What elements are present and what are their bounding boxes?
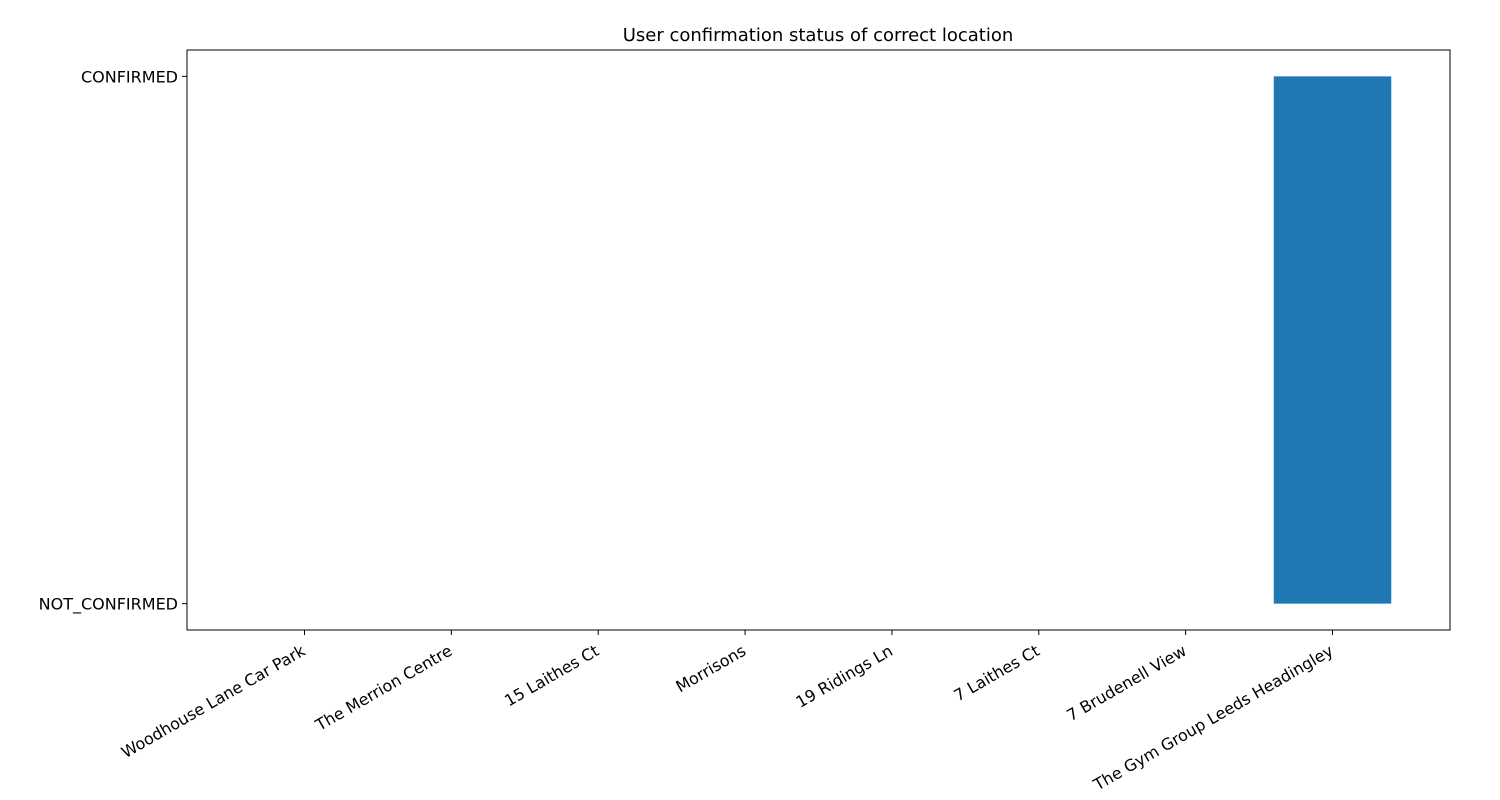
x-axis: Woodhouse Lane Car Park The Merrion Centr… xyxy=(118,630,1337,795)
bar xyxy=(1273,76,1392,604)
x-tick-label: 7 Brudenell View xyxy=(1063,641,1189,725)
y-tick-label: NOT_CONFIRMED xyxy=(39,595,178,615)
x-tick-label: 7 Laithes Ct xyxy=(951,641,1043,705)
bars-group xyxy=(1273,76,1392,604)
x-tick-label: 15 Laithes Ct xyxy=(501,641,602,710)
chart-title: User confirmation status of correct loca… xyxy=(623,25,1014,46)
x-tick-label: Woodhouse Lane Car Park xyxy=(118,641,309,762)
y-tick-label: CONFIRMED xyxy=(81,67,178,86)
x-tick-label: The Gym Group Leeds Headingley xyxy=(1089,641,1336,795)
x-tick-label: The Merrion Centre xyxy=(311,641,455,735)
y-axis: NOT_CONFIRMED CONFIRMED xyxy=(39,67,187,615)
plot-frame xyxy=(186,49,1451,631)
x-tick-label: Morrisons xyxy=(672,641,749,696)
x-tick-label: 19 Ridings Ln xyxy=(793,641,896,712)
